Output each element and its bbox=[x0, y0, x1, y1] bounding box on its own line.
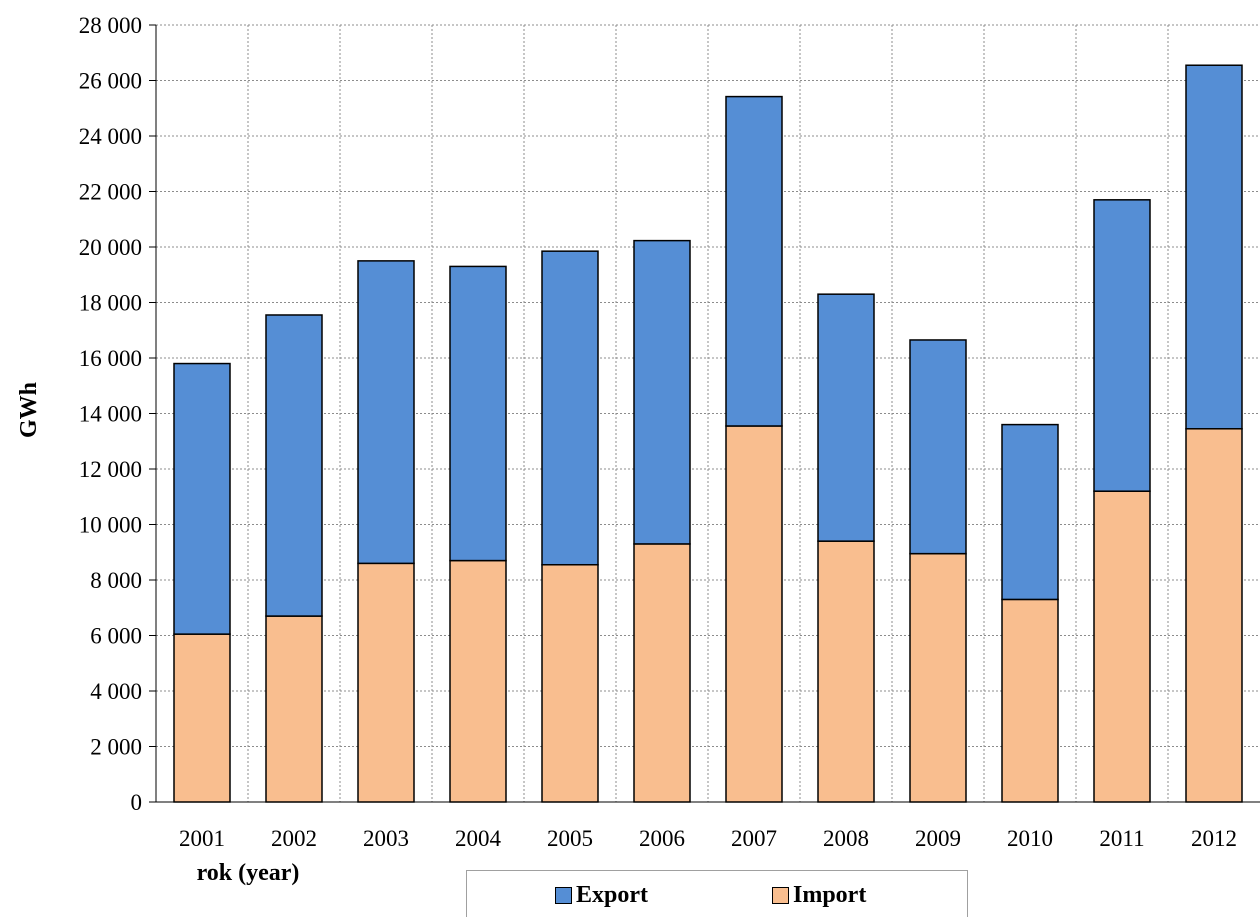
y-tick-label: 0 bbox=[131, 790, 143, 815]
bar-export-2009 bbox=[909, 339, 967, 555]
bar-import-2012 bbox=[1185, 428, 1243, 803]
x-tick-label: 2008 bbox=[823, 826, 869, 851]
bar-import-2005 bbox=[541, 563, 599, 803]
bar-import-2010 bbox=[1001, 598, 1059, 803]
x-tick-label: 2005 bbox=[547, 826, 593, 851]
bar-export-2012 bbox=[1185, 64, 1243, 430]
y-axis-title: GWh bbox=[16, 382, 42, 438]
y-tick-label: 26 000 bbox=[79, 69, 142, 94]
y-tick-label: 24 000 bbox=[79, 124, 142, 149]
bar-export-2004 bbox=[449, 265, 507, 562]
bar-import-2001 bbox=[173, 633, 231, 803]
y-tick-label: 12 000 bbox=[79, 457, 142, 482]
x-tick-label: 2009 bbox=[915, 826, 961, 851]
x-tick-label: 2007 bbox=[731, 826, 777, 851]
bar-import-2004 bbox=[449, 559, 507, 803]
y-tick-label: 18 000 bbox=[79, 291, 142, 316]
bar-export-2007 bbox=[725, 95, 783, 427]
y-tick-label: 10 000 bbox=[79, 513, 142, 538]
legend-label-import: Import bbox=[793, 882, 867, 908]
bar-import-2008 bbox=[817, 540, 875, 803]
legend-label-export: Export bbox=[576, 882, 648, 908]
y-tick-label: 28 000 bbox=[79, 13, 142, 38]
bar-import-2011 bbox=[1093, 490, 1151, 803]
y-tick-label: 16 000 bbox=[79, 346, 142, 371]
legend-item-export: Export bbox=[555, 882, 648, 909]
bar-export-2002 bbox=[265, 314, 323, 617]
bar-import-2007 bbox=[725, 425, 783, 803]
axes bbox=[149, 24, 1260, 803]
bar-export-2005 bbox=[541, 250, 599, 566]
x-tick-label: 2011 bbox=[1099, 826, 1144, 851]
bar-export-2008 bbox=[817, 293, 875, 542]
bars-group bbox=[173, 64, 1243, 803]
bar-import-2006 bbox=[633, 543, 691, 803]
x-axis-title: rok (year) bbox=[197, 860, 300, 886]
bar-import-2002 bbox=[265, 615, 323, 803]
legend-item-import: Import bbox=[772, 882, 866, 909]
y-tick-label: 4 000 bbox=[90, 679, 142, 704]
legend-swatch-import bbox=[772, 887, 789, 904]
x-tick-label: 2003 bbox=[363, 826, 409, 851]
x-tick-label: 2001 bbox=[179, 826, 225, 851]
y-tick-label: 8 000 bbox=[90, 568, 142, 593]
bar-export-2003 bbox=[357, 260, 415, 565]
x-tick-label: 2012 bbox=[1191, 826, 1237, 851]
x-tick-label: 2004 bbox=[455, 826, 502, 851]
x-tick-label: 2010 bbox=[1007, 826, 1053, 851]
y-tick-labels: 0 2 000 4 000 6 000 8 000 10 000 12 000 14 000 1… bbox=[79, 13, 142, 815]
bar-import-2003 bbox=[357, 562, 415, 803]
y-tick-label: 6 000 bbox=[90, 624, 142, 649]
bar-export-2010 bbox=[1001, 423, 1059, 601]
bar-import-2009 bbox=[909, 552, 967, 803]
y-tick-label: 14 000 bbox=[79, 402, 142, 427]
legend-swatch-export bbox=[555, 887, 572, 904]
bar-export-2006 bbox=[633, 239, 691, 545]
bar-export-2001 bbox=[173, 362, 231, 635]
x-tick-label: 2002 bbox=[271, 826, 317, 851]
y-tick-label: 22 000 bbox=[79, 180, 142, 205]
y-tick-label: 20 000 bbox=[79, 235, 142, 260]
x-tick-labels: 2001 2002 2003 2004 2005 2006 2007 2008 2009 2010… bbox=[179, 826, 1237, 851]
bar-export-2011 bbox=[1093, 199, 1151, 492]
grid-lines bbox=[156, 24, 1260, 802]
legend: Export Import bbox=[466, 870, 968, 917]
x-tick-label: 2006 bbox=[639, 826, 685, 851]
y-tick-label: 2 000 bbox=[90, 735, 142, 760]
